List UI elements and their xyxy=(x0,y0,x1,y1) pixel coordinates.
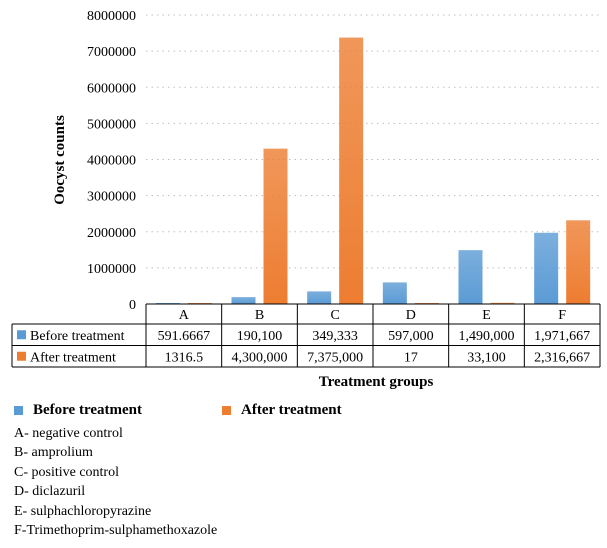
legend: Before treatment After treatment xyxy=(14,402,604,422)
bar-before-b xyxy=(231,297,256,304)
y-tick-label: 7000000 xyxy=(87,45,136,60)
legend-label-after: After treatment xyxy=(241,402,342,418)
bar-before-c xyxy=(307,291,332,304)
legend-swatch-after xyxy=(222,406,231,415)
x-axis-label: Treatment groups xyxy=(318,374,434,390)
data-label: 7,375,000 xyxy=(307,351,363,366)
data-label: 349,333 xyxy=(312,329,358,344)
y-tick-label: 5000000 xyxy=(87,117,136,132)
data-label: 1,971,667 xyxy=(534,329,590,344)
bar-after-e xyxy=(490,302,515,304)
bar-after-c xyxy=(339,37,364,304)
note-d: D- diclazuril xyxy=(14,484,86,500)
legend-item-before: Before treatment xyxy=(14,402,142,419)
note-a: A- negative control xyxy=(14,426,123,441)
bar-chart: 0 1000000 2000000 3000000 4000000 5000000 6000… xyxy=(11,9,601,368)
data-label: 190,100 xyxy=(237,329,283,344)
data-label: 2,316,667 xyxy=(534,351,590,366)
x-category-label: D xyxy=(406,308,416,323)
x-category-label: B xyxy=(255,308,264,323)
note-c: C- positive control xyxy=(14,464,119,480)
x-category-label: C xyxy=(330,308,339,323)
x-category-label: E xyxy=(482,308,491,323)
data-label: 17 xyxy=(404,351,418,366)
table-legend-key xyxy=(17,330,26,340)
data-label: 1,490,000 xyxy=(459,329,515,344)
y-tick-label: 8000000 xyxy=(87,9,136,24)
legend-swatch-before xyxy=(14,406,23,415)
table-series-name: After treatment xyxy=(30,351,116,366)
y-tick-label: 2000000 xyxy=(87,226,136,241)
data-label: 591.6667 xyxy=(158,329,211,344)
x-category-label: F xyxy=(558,308,566,323)
bar-after-f xyxy=(566,220,591,304)
data-label: 597,000 xyxy=(388,329,434,344)
table-legend-key xyxy=(17,351,26,361)
legend-item-after: After treatment xyxy=(222,402,342,419)
y-tick-label: 6000000 xyxy=(87,81,136,96)
bar-before-f xyxy=(534,232,559,304)
group-notes: A- negative control B- amprolium C- posi… xyxy=(14,424,217,540)
legend-label-before: Before treatment xyxy=(33,402,142,418)
note-e: E- sulphachloropyrazine xyxy=(14,503,152,519)
note-b: B- amprolium xyxy=(14,445,93,461)
y-axis-label: Oocyst counts xyxy=(52,115,68,205)
table-series-name: Before treatment xyxy=(30,329,125,344)
bar-before-e xyxy=(458,250,483,304)
data-label: 1316.5 xyxy=(165,351,204,366)
y-tick-label: 3000000 xyxy=(87,190,136,205)
y-tick-label: 0 xyxy=(129,298,136,313)
bar-before-d xyxy=(382,282,407,304)
y-tick-label: 1000000 xyxy=(87,262,136,277)
data-label: 33,100 xyxy=(467,351,506,366)
x-category-label: A xyxy=(179,308,190,323)
bar-after-b xyxy=(263,148,288,304)
data-label: 4,300,000 xyxy=(232,351,288,366)
y-tick-label: 4000000 xyxy=(87,154,136,169)
note-f: F-Trimethoprim-sulphamethoxazole xyxy=(14,523,218,539)
